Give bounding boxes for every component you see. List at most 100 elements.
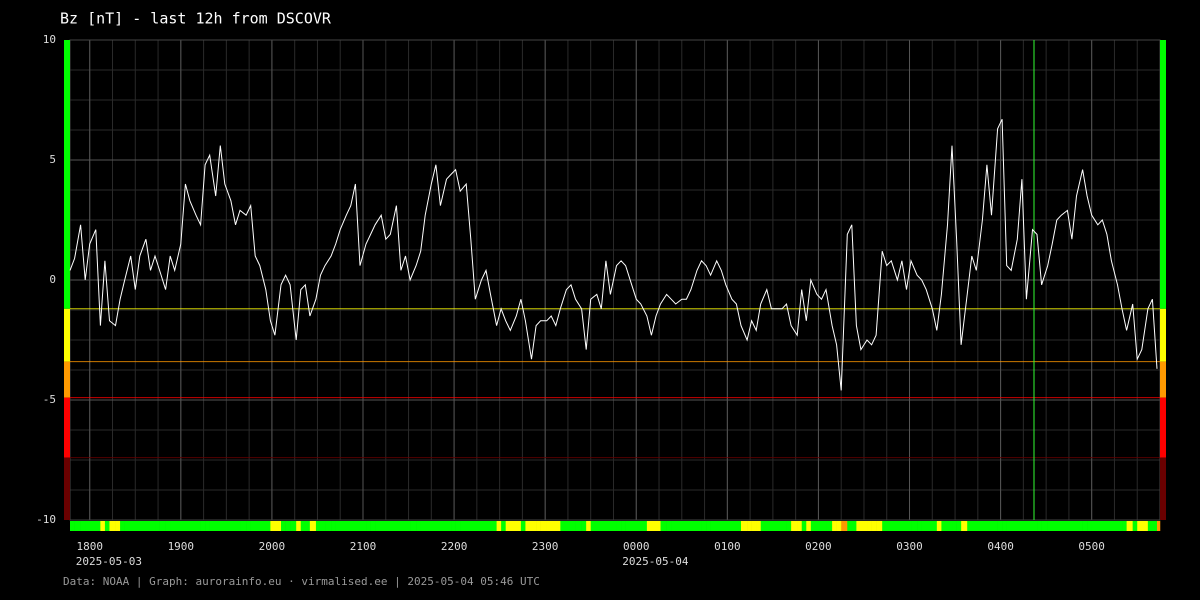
status-segment xyxy=(956,521,962,531)
status-segment xyxy=(876,521,883,531)
status-segment xyxy=(851,521,857,531)
status-segment xyxy=(405,521,411,531)
zone-bar xyxy=(64,397,70,458)
status-segment xyxy=(816,521,822,531)
status-segment xyxy=(525,521,532,531)
status-segment xyxy=(281,521,286,531)
status-segment xyxy=(255,521,261,531)
status-segment xyxy=(566,521,572,531)
status-segment xyxy=(760,521,768,531)
x-tick-label: 2100 xyxy=(350,540,377,553)
status-segment xyxy=(1102,521,1108,531)
status-segment xyxy=(836,521,842,531)
status-segment xyxy=(686,521,692,531)
status-segment xyxy=(325,521,332,531)
status-segment xyxy=(751,521,757,531)
status-segment xyxy=(941,521,948,531)
bz-line xyxy=(69,118,1158,391)
status-segment xyxy=(200,521,206,531)
status-segment xyxy=(1026,521,1033,531)
status-segment xyxy=(581,521,587,531)
status-segment xyxy=(340,521,347,531)
status-segment xyxy=(230,521,236,531)
status-segment xyxy=(551,521,557,531)
status-segment xyxy=(791,521,798,531)
status-segment xyxy=(675,521,683,531)
status-segment xyxy=(731,521,737,531)
status-segment xyxy=(871,521,877,531)
status-segment xyxy=(435,521,441,531)
status-segment xyxy=(170,521,176,531)
status-segment xyxy=(867,521,872,531)
status-segment xyxy=(982,521,988,531)
status-segment xyxy=(135,521,141,531)
status-segment xyxy=(1032,521,1038,531)
status-segment xyxy=(660,521,667,531)
status-segment xyxy=(490,521,497,531)
status-segment xyxy=(315,521,321,531)
x-tick-label: 0100 xyxy=(714,540,741,553)
status-segment xyxy=(747,521,752,531)
status-segment xyxy=(109,521,116,531)
status-segment xyxy=(89,521,97,531)
status-segment xyxy=(139,521,147,531)
status-segment xyxy=(560,521,567,531)
status-segment xyxy=(335,521,341,531)
status-segment xyxy=(1082,521,1088,531)
status-segment xyxy=(640,521,648,531)
status-segment xyxy=(856,521,862,531)
y-tick-label: 0 xyxy=(49,273,56,286)
status-segment xyxy=(1111,521,1118,531)
status-segment xyxy=(470,521,476,531)
status-segment xyxy=(1002,521,1007,531)
status-segment xyxy=(1117,521,1123,531)
status-segment xyxy=(997,521,1003,531)
status-segment xyxy=(860,521,868,531)
status-segment xyxy=(475,521,482,531)
x-tick-label: 0200 xyxy=(805,540,832,553)
status-segment xyxy=(766,521,772,531)
status-segment xyxy=(575,521,582,531)
status-segment xyxy=(124,521,132,531)
status-segment xyxy=(446,521,452,531)
status-segment xyxy=(1047,521,1053,531)
status-segment xyxy=(485,521,491,531)
x-tick-label: 0400 xyxy=(987,540,1014,553)
status-segment xyxy=(466,521,472,531)
status-segment xyxy=(971,521,977,531)
status-segment xyxy=(366,521,371,531)
status-segment xyxy=(505,521,511,531)
status-segment xyxy=(346,521,352,531)
y-tick-label: -10 xyxy=(36,513,56,526)
zone-bar xyxy=(1160,361,1166,398)
status-segment xyxy=(70,521,75,531)
status-segment xyxy=(1137,521,1143,531)
status-segment xyxy=(296,521,302,531)
status-segment xyxy=(681,521,687,531)
status-segment xyxy=(901,521,907,531)
status-segment xyxy=(936,521,942,531)
status-segment xyxy=(1106,521,1112,531)
status-segment xyxy=(716,521,722,531)
status-segment xyxy=(320,521,326,531)
status-segment xyxy=(917,521,922,531)
status-segment xyxy=(150,521,156,531)
status-segment xyxy=(621,521,626,531)
status-segment xyxy=(516,521,522,531)
x-tick-label: 2300 xyxy=(532,540,559,553)
x-tick-label: 0000 xyxy=(623,540,650,553)
status-segment xyxy=(1156,521,1161,531)
status-segment xyxy=(771,521,777,531)
status-segment xyxy=(911,521,918,531)
status-segment xyxy=(886,521,892,531)
x-tick-label: 1900 xyxy=(168,540,195,553)
status-segment xyxy=(431,521,437,531)
status-segment xyxy=(285,521,291,531)
status-segment xyxy=(841,521,848,531)
status-segment xyxy=(596,521,602,531)
status-segment xyxy=(590,521,598,531)
status-segment xyxy=(510,521,517,531)
date-label: 2025-05-03 xyxy=(76,555,142,568)
status-segment xyxy=(1091,521,1099,531)
